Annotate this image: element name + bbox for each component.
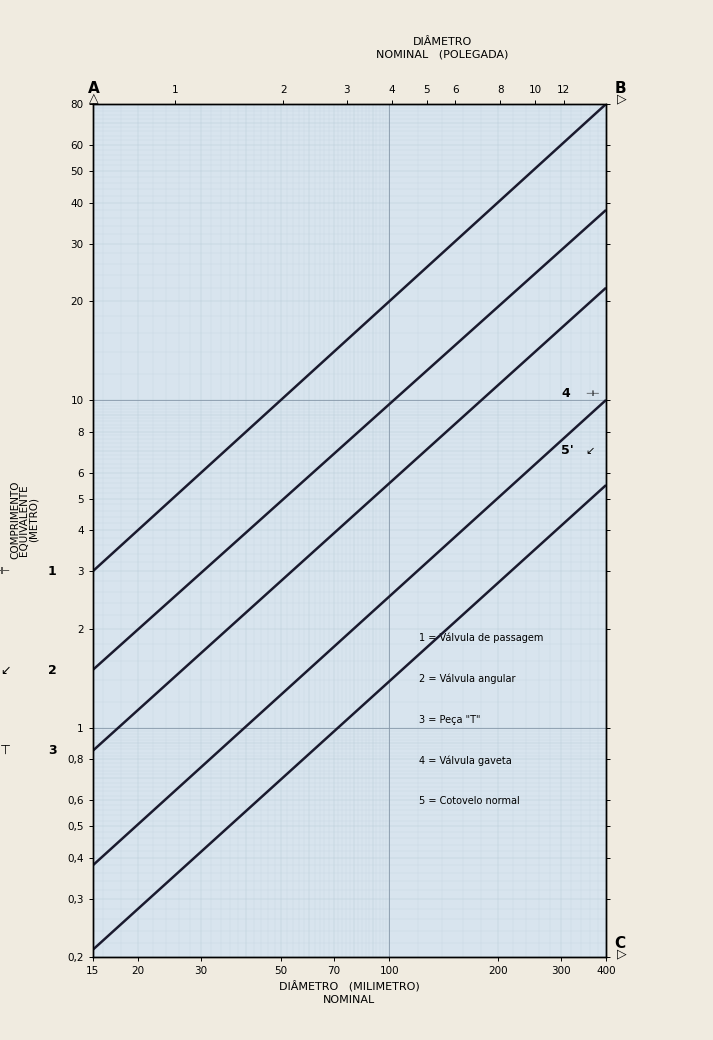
Text: ↙: ↙ — [0, 664, 11, 676]
Text: △: △ — [89, 93, 99, 105]
Text: NOMINAL: NOMINAL — [323, 995, 376, 1006]
Text: C: C — [615, 936, 626, 951]
Text: ▷: ▷ — [617, 93, 626, 105]
Text: EQUIVALENTE: EQUIVALENTE — [19, 485, 29, 555]
Text: 5': 5' — [561, 444, 574, 458]
Text: 2 = Válvula angular: 2 = Válvula angular — [419, 674, 515, 684]
Text: 5 = Cotovelo normal: 5 = Cotovelo normal — [419, 797, 520, 806]
Text: ⊤: ⊤ — [0, 745, 11, 757]
Text: 3: 3 — [48, 745, 57, 757]
Text: ↙: ↙ — [585, 446, 595, 456]
Text: (METRO): (METRO) — [29, 497, 39, 543]
Text: NOMINAL   (POLEGADA): NOMINAL (POLEGADA) — [376, 49, 508, 59]
Text: DIÂMETRO   (MILIMETRO): DIÂMETRO (MILIMETRO) — [279, 980, 420, 992]
Text: ⊣⊢: ⊣⊢ — [585, 389, 600, 397]
Text: ▷: ▷ — [617, 947, 626, 960]
Text: 4 = Válvula gaveta: 4 = Válvula gaveta — [419, 755, 511, 766]
Text: 2: 2 — [48, 664, 57, 676]
Text: COMPRIMENTO: COMPRIMENTO — [11, 480, 21, 560]
Text: ⊣⊢: ⊣⊢ — [0, 567, 11, 576]
Text: DIÂMETRO: DIÂMETRO — [412, 36, 472, 47]
Text: 4: 4 — [561, 387, 570, 399]
Text: 1: 1 — [48, 565, 57, 578]
Text: 3 = Peça "T": 3 = Peça "T" — [419, 714, 480, 725]
Text: 1 = Válvula de passagem: 1 = Válvula de passagem — [419, 632, 543, 643]
Text: A: A — [88, 81, 100, 96]
Text: B: B — [615, 81, 626, 96]
